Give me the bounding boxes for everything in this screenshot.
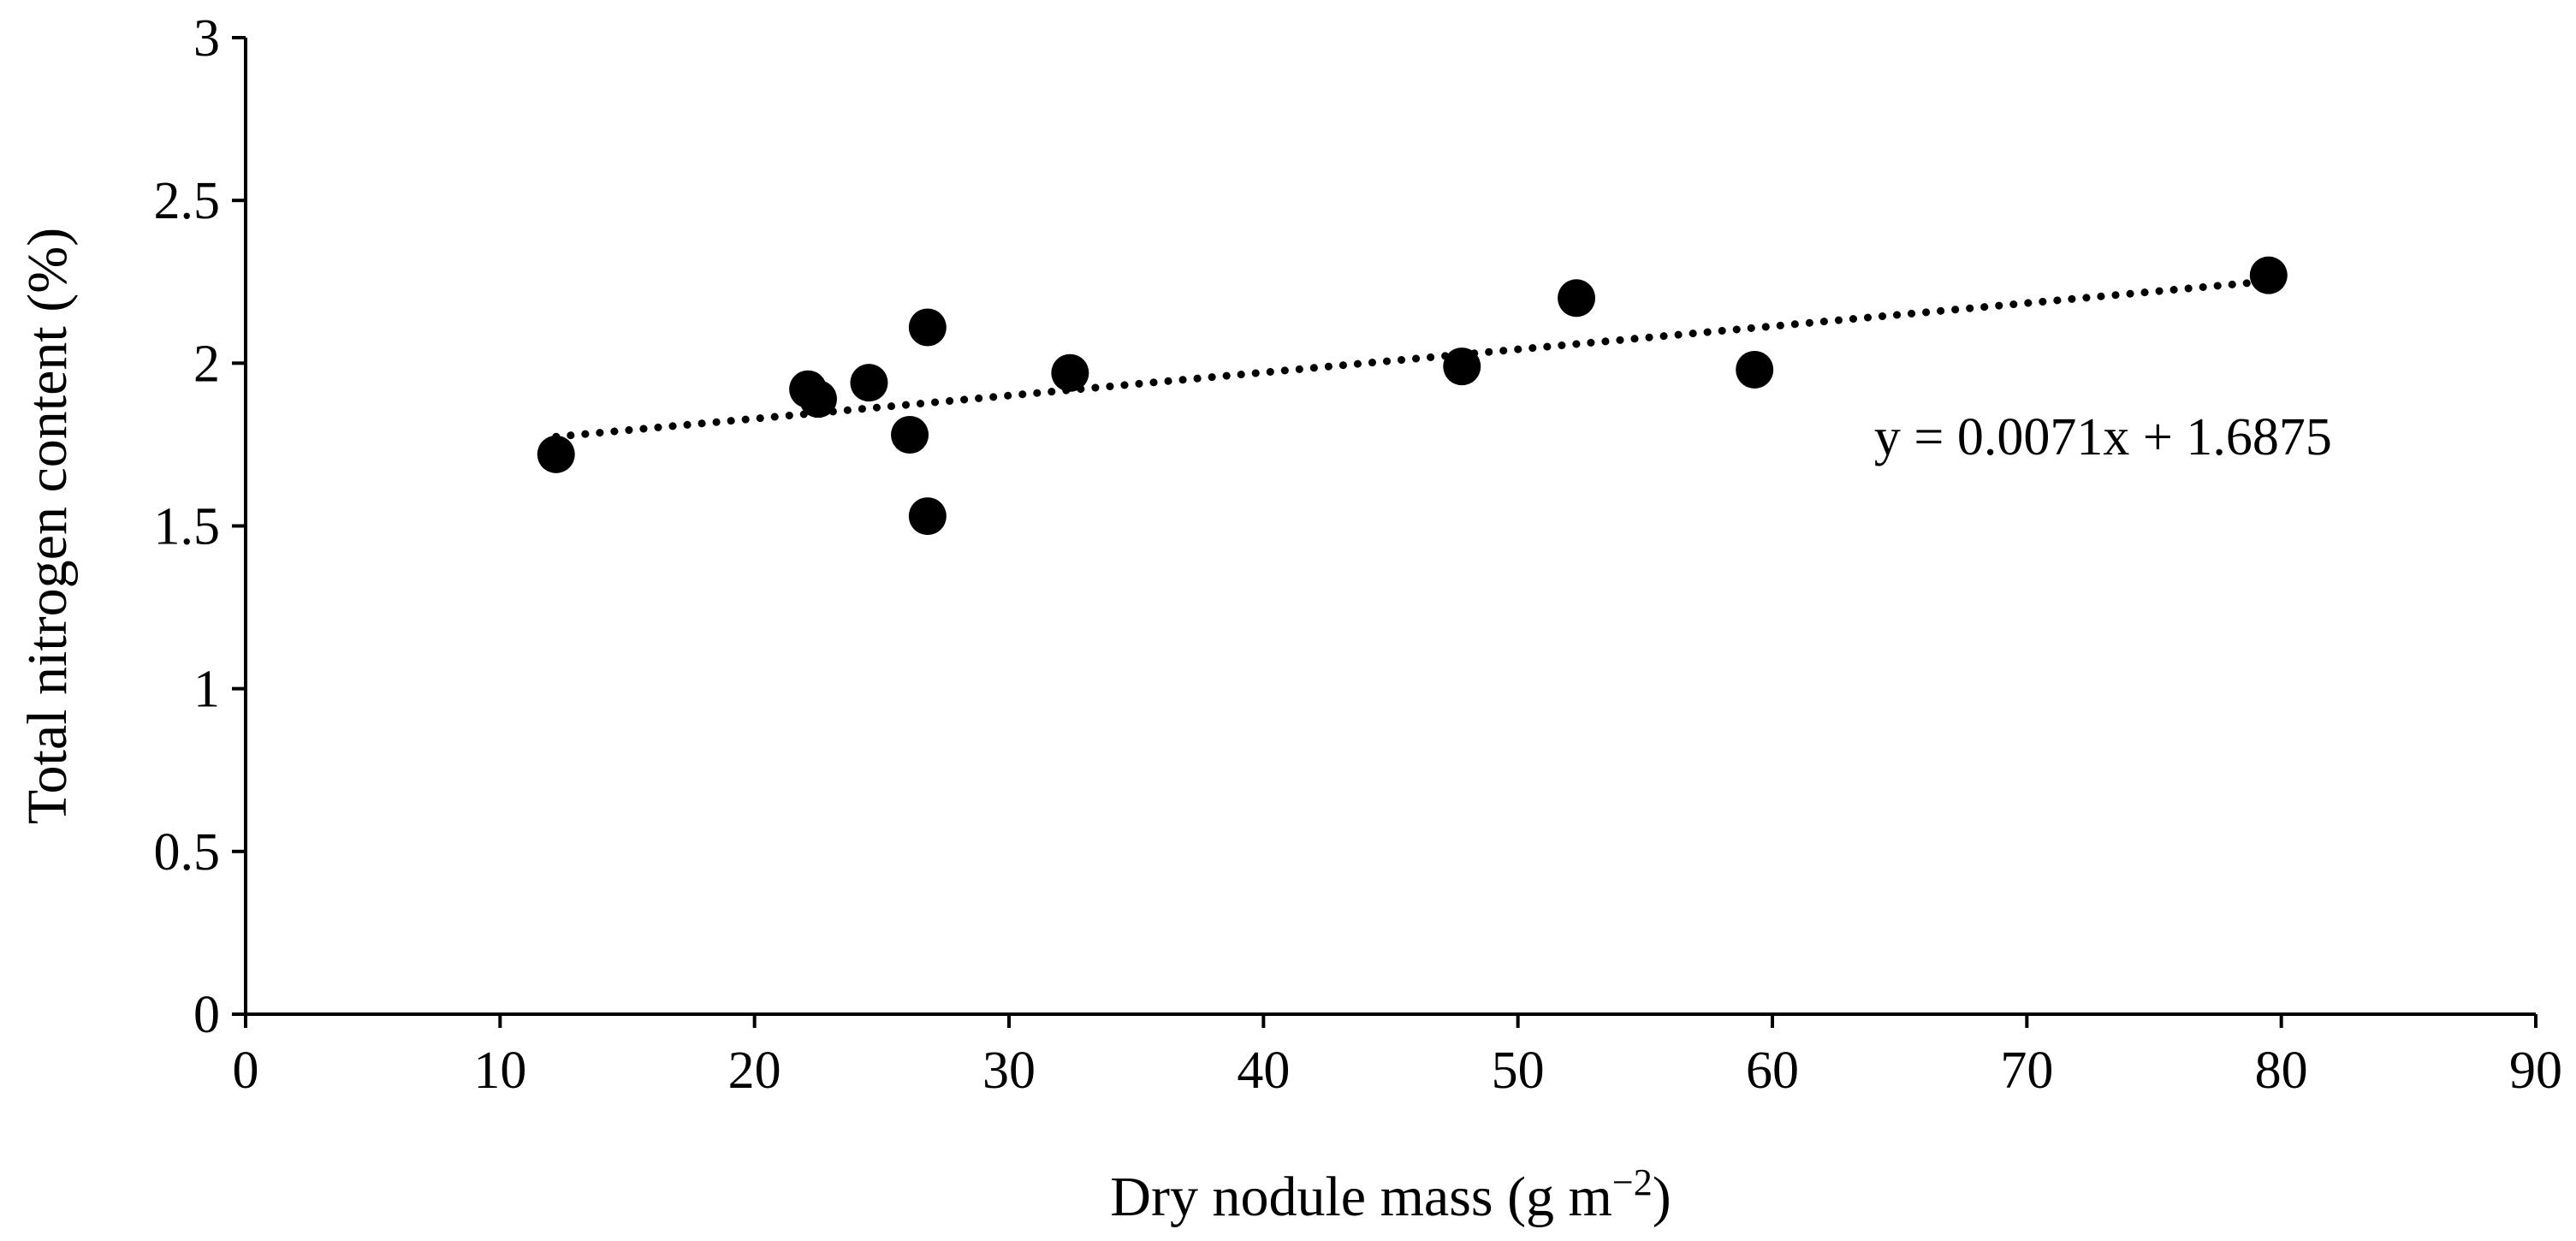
data-point xyxy=(850,364,888,402)
data-point xyxy=(799,380,837,419)
x-tick-label: 60 xyxy=(1746,1042,1799,1100)
y-tick-label: 0.5 xyxy=(154,823,221,882)
x-ticks: 0 10 20 30 40 50 60 70 80 90 xyxy=(233,1014,2562,1100)
x-tick-label: 0 xyxy=(233,1042,259,1100)
trendline-group xyxy=(552,277,2273,441)
trendline xyxy=(552,277,2273,441)
x-tick-label: 10 xyxy=(473,1042,526,1100)
x-axis-title-suffix: ) xyxy=(1653,1166,1671,1228)
data-point xyxy=(1051,353,1089,392)
data-point xyxy=(891,416,929,454)
x-tick-label: 30 xyxy=(982,1042,1036,1100)
trendline-equation: y = 0.0071x + 1.6875 xyxy=(1874,408,2332,466)
x-axis-title-superscript: −2 xyxy=(1612,1161,1653,1203)
x-tick-label: 50 xyxy=(1492,1042,1545,1100)
data-point xyxy=(1558,279,1596,318)
data-point xyxy=(908,308,947,347)
y-tick-label: 2.5 xyxy=(154,172,221,230)
x-tick-label: 70 xyxy=(2000,1042,2053,1100)
data-point xyxy=(1443,347,1481,386)
data-points xyxy=(537,256,2288,536)
x-tick-label: 20 xyxy=(728,1042,781,1100)
y-ticks: 0 0.5 1 1.5 2 2.5 3 xyxy=(154,9,246,1044)
axes xyxy=(244,38,2536,1016)
y-tick-label: 3 xyxy=(193,9,220,68)
data-point xyxy=(1736,350,1774,389)
x-tick-label: 80 xyxy=(2255,1042,2308,1100)
y-tick-label: 1 xyxy=(193,661,220,719)
y-tick-label: 2 xyxy=(193,335,220,393)
x-axis-title: Dry nodule mass (g m−2) xyxy=(1110,1161,1671,1228)
data-point xyxy=(537,435,575,473)
x-axis-title-main: Dry nodule mass (g m xyxy=(1110,1166,1612,1228)
y-tick-label: 0 xyxy=(193,986,220,1044)
x-tick-label: 90 xyxy=(2509,1042,2562,1100)
y-tick-label: 1.5 xyxy=(154,498,221,556)
data-point xyxy=(908,497,947,536)
data-point xyxy=(2249,256,2288,294)
y-axis-title: Total nitrogen content (%) xyxy=(16,228,79,824)
x-tick-label: 40 xyxy=(1237,1042,1290,1100)
